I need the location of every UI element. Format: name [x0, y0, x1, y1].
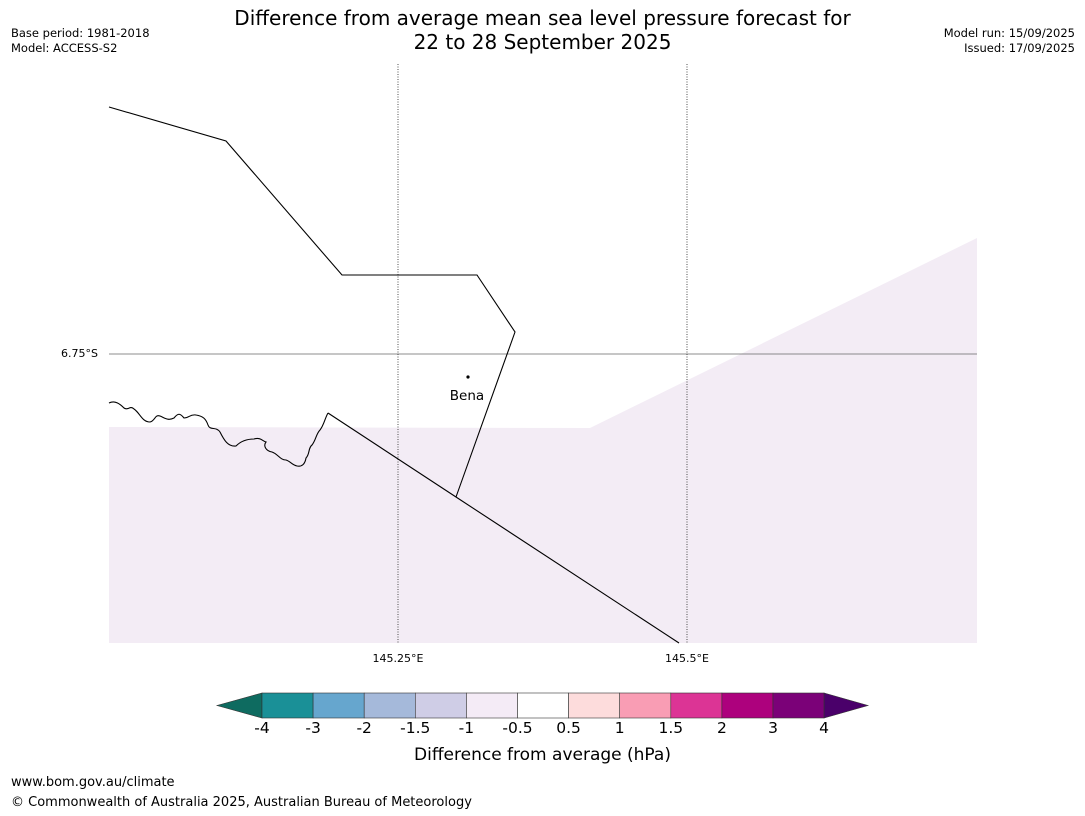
- colorbar-label: Difference from average (hPa): [414, 745, 671, 765]
- title-line-1: Difference from average mean sea level p…: [234, 6, 851, 30]
- issued-date: Issued: 17/09/2025: [964, 41, 1075, 55]
- colorbar-tick-label: 3: [768, 719, 778, 737]
- longitude-label-1: 145.25°E: [372, 652, 424, 665]
- colorbar-tick-label: 2: [716, 719, 727, 737]
- colorbar-tick-label: 4: [819, 719, 830, 737]
- anomaly-fill-region: [109, 238, 977, 643]
- province-boundary: [108, 106, 516, 498]
- meta-left: Base period: 1981-2018 Model: ACCESS-S2: [11, 26, 150, 56]
- colorbar-tick-label: -1: [458, 719, 475, 737]
- colorbar-cell: [517, 692, 569, 719]
- colorbar-cell: [772, 692, 825, 719]
- base-period: Base period: 1981-2018: [11, 26, 150, 40]
- colorbar-cell: [568, 692, 620, 719]
- footer-copyright: © Commonwealth of Australia 2025, Austra…: [11, 795, 472, 810]
- colorbar-cell: [261, 692, 314, 719]
- town-label: Bena: [449, 388, 485, 404]
- colorbar-cell: [670, 692, 723, 719]
- colorbar-cell: [721, 692, 774, 719]
- footer-url[interactable]: www.bom.gov.au/climate: [11, 775, 175, 790]
- colorbar-tick-label: -4: [254, 719, 270, 737]
- colorbar-extend-high: [823, 692, 870, 719]
- model-name: Model: ACCESS-S2: [11, 41, 118, 55]
- colorbar-tick-label: -3: [305, 719, 321, 737]
- latitude-label: 6.75°S: [61, 347, 98, 360]
- colorbar-tick-label: 0.5: [556, 719, 581, 737]
- colorbar-cell: [466, 692, 518, 719]
- colorbar-tick-label: -0.5: [502, 719, 533, 737]
- meta-right: Model run: 15/09/2025 Issued: 17/09/2025: [944, 26, 1075, 56]
- colorbar-tick-label: 1.5: [658, 719, 684, 737]
- river-line: [108, 401, 329, 467]
- colorbar-tick-label: -2: [356, 719, 372, 737]
- colorbar-cell: [619, 692, 672, 719]
- colorbar-cell: [363, 692, 416, 719]
- map-title: Difference from average mean sea level p…: [0, 6, 1085, 54]
- title-line-2: 22 to 28 September 2025: [413, 30, 672, 54]
- town-marker: [466, 375, 470, 379]
- colorbar-extend-low: [215, 692, 263, 719]
- colorbar-cell: [414, 692, 467, 719]
- map-canvas: [108, 64, 977, 644]
- model-run: Model run: 15/09/2025: [943, 26, 1075, 40]
- colorbar-cell: [312, 692, 365, 719]
- longitude-label-2: 145.5°E: [665, 652, 709, 665]
- colorbar-tick-label: -1.5: [400, 719, 431, 737]
- colorbar: [215, 692, 870, 719]
- province-boundary-south: [327, 412, 680, 644]
- colorbar-tick-label: 1: [614, 719, 625, 737]
- colorbar-cells: [215, 692, 870, 719]
- colorbar-ticks: -4 -3 -2 -1.5 -1 -0.5 0.5 1 1.5 2 3 4: [0, 719, 1085, 739]
